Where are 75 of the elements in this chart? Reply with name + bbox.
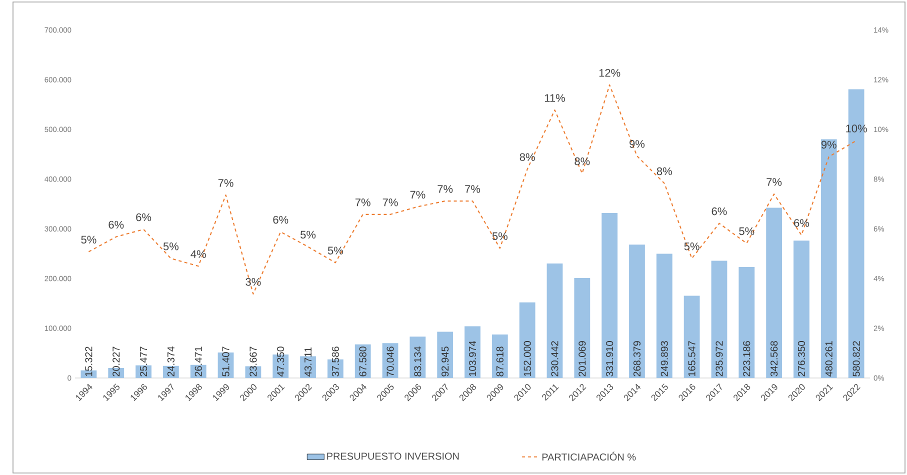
data-label: 87.618 xyxy=(496,346,504,376)
data-label: 249.893 xyxy=(660,341,668,376)
data-label: 8% xyxy=(574,157,590,166)
bar xyxy=(656,254,672,378)
data-label: 6% xyxy=(712,207,727,216)
data-label: 6% xyxy=(273,216,288,224)
bar xyxy=(794,240,810,378)
data-label: 9% xyxy=(821,140,836,149)
data-label: 7% xyxy=(355,198,370,206)
data-label: 43.711 xyxy=(304,347,312,377)
data-label: 201.069 xyxy=(578,341,586,376)
data-label: 7% xyxy=(465,185,480,193)
data-label: 6% xyxy=(794,219,810,227)
data-label: 23.667 xyxy=(250,346,257,376)
bar xyxy=(820,139,837,378)
data-label: 5% xyxy=(300,230,316,239)
data-label: 83.134 xyxy=(414,346,422,376)
data-label: 11% xyxy=(544,94,565,102)
bar xyxy=(464,326,480,378)
bar xyxy=(519,302,536,378)
data-label: 5% xyxy=(81,236,96,244)
bar xyxy=(574,278,590,378)
data-label: 580.822 xyxy=(852,341,860,376)
data-label: 92.945 xyxy=(442,346,449,376)
data-label: 20.227 xyxy=(112,346,120,376)
data-label: 165.547 xyxy=(688,341,696,376)
data-label: 480.261 xyxy=(825,341,832,377)
data-label: 47.350 xyxy=(277,346,284,377)
bar xyxy=(437,332,454,378)
data-label: 235.972 xyxy=(716,341,723,376)
data-label: 9% xyxy=(630,140,645,148)
data-label: 51.407 xyxy=(222,346,230,376)
data-label: 70.046 xyxy=(386,346,394,376)
data-label: 268.379 xyxy=(633,341,641,376)
bar xyxy=(602,212,618,378)
data-label: 7% xyxy=(438,185,453,193)
data-label: 7% xyxy=(218,179,234,187)
data-label: 15.322 xyxy=(85,346,92,376)
data-label: 230.442 xyxy=(551,341,558,376)
data-label: 7% xyxy=(766,178,782,186)
data-label: 6% xyxy=(108,220,124,229)
data-label: 5% xyxy=(492,232,508,240)
data-label: 8% xyxy=(520,153,535,161)
bar xyxy=(410,336,426,378)
bar xyxy=(546,263,563,378)
data-label: 7% xyxy=(382,198,398,206)
data-label: 4% xyxy=(190,250,206,258)
bar xyxy=(711,260,728,378)
legend-label: PARTICIAPACIÓN % xyxy=(542,452,636,461)
data-label: 12% xyxy=(599,68,620,77)
bar xyxy=(492,334,508,378)
data-label: 5% xyxy=(684,242,700,250)
data-label: 342.568 xyxy=(770,341,778,376)
data-label: 67.580 xyxy=(359,346,366,376)
data-label: 26.471 xyxy=(194,346,202,376)
data-label: 24.374 xyxy=(167,346,174,376)
data-label: 223.186 xyxy=(743,341,750,376)
bar xyxy=(766,208,782,378)
data-label: 152.000 xyxy=(524,341,531,376)
data-label: 276.350 xyxy=(798,341,806,376)
data-label: 5% xyxy=(739,227,754,236)
data-label: 5% xyxy=(163,242,179,250)
data-label: 6% xyxy=(136,213,152,222)
bar xyxy=(684,296,700,378)
data-label: 331.910 xyxy=(606,341,614,376)
bar xyxy=(738,267,755,378)
data-label: 7% xyxy=(410,190,426,199)
data-label: 8% xyxy=(656,167,672,176)
data-label: 25.477 xyxy=(140,346,148,376)
data-label: 103.974 xyxy=(468,340,476,376)
legend-label: PRESUPUESTO INVERSION xyxy=(327,452,459,460)
bar xyxy=(629,244,645,378)
data-label: 37.586 xyxy=(332,346,339,376)
data-label: 5% xyxy=(328,246,343,254)
data-label: 3% xyxy=(246,278,261,286)
